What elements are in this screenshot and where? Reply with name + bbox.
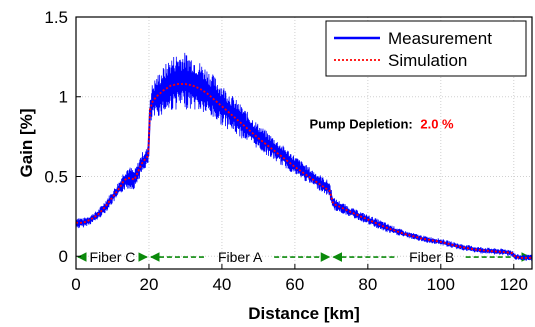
pump-depletion-value: 2.0 %: [420, 117, 454, 132]
fiber-segment-label: Fiber B: [409, 249, 454, 265]
legend-box: [325, 20, 527, 77]
y-axis-label: Gain [%]: [17, 109, 36, 178]
x-tick-label: 120: [500, 275, 528, 294]
series-layer: [75, 52, 533, 261]
y-tick-label: 0: [59, 247, 68, 266]
legend: Measurement Simulation: [325, 20, 527, 77]
x-tick-label: 60: [285, 275, 304, 294]
pump-depletion-text: Pump Depletion: 2.0 %: [309, 117, 454, 132]
x-tick-label: 0: [71, 275, 80, 294]
y-tick-label: 1: [59, 88, 68, 107]
axis-ticks: 0 20 40 60 80 100 120 0 0.5 1 1.5: [44, 8, 528, 294]
x-tick-label: 100: [427, 275, 455, 294]
fiber-segment-label: Fiber A: [218, 249, 263, 265]
pump-depletion-annotation: Pump Depletion: 2.0 %: [309, 117, 454, 132]
x-tick-label: 40: [212, 275, 231, 294]
plot-frame: [75, 16, 533, 270]
x-axis-label: Distance [km]: [248, 304, 359, 323]
fiber-segments: Fiber C Fiber A Fiber B: [77, 249, 531, 265]
y-tick-label: 0.5: [44, 167, 68, 186]
pump-depletion-label: Pump Depletion:: [309, 117, 412, 132]
legend-label-measurement: Measurement: [388, 29, 492, 48]
x-tick-label: 80: [358, 275, 377, 294]
y-tick-label: 1.5: [44, 8, 68, 27]
simulation-line: [76, 83, 532, 259]
x-tick-label: 20: [139, 275, 158, 294]
fiber-segment-label: Fiber C: [90, 249, 136, 265]
legend-label-simulation: Simulation: [388, 51, 467, 70]
